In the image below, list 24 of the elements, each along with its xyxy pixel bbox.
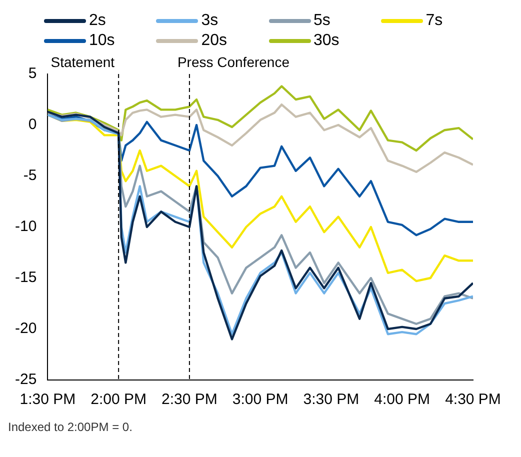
legend-label: 30s xyxy=(314,32,340,50)
y-tick-label: 0 xyxy=(28,116,37,134)
ref-line-label: Statement xyxy=(50,54,115,70)
x-tick-label: 3:00 PM xyxy=(232,391,288,408)
legend-label: 5s xyxy=(314,12,330,30)
ref-line-label: Press Conference xyxy=(177,54,290,70)
y-tick-label: 5 xyxy=(28,65,37,82)
legend-label: 3s xyxy=(201,12,218,30)
y-tick-label: -10 xyxy=(14,218,37,236)
x-tick-label: 2:30 PM xyxy=(162,391,218,408)
x-tick-label: 3:30 PM xyxy=(303,391,360,408)
y-tick-label: -5 xyxy=(23,167,37,184)
x-tick-label: 2:00 PM xyxy=(90,391,147,408)
x-tick-label: 1:30 PM xyxy=(20,391,76,408)
y-tick-label: -25 xyxy=(14,371,37,388)
legend-label: 20s xyxy=(201,32,228,50)
text: Indexed to 2:00PM = 0. xyxy=(8,420,134,434)
legend-label: 2s xyxy=(89,12,106,30)
y-tick-label: -20 xyxy=(14,320,37,338)
legend-label: 10s xyxy=(89,32,115,50)
x-tick-label: 4:30 PM xyxy=(445,391,501,408)
legend-label: 7s xyxy=(426,12,443,30)
y-tick-label: -15 xyxy=(14,269,37,286)
x-tick-label: 4:00 PM xyxy=(374,391,430,408)
